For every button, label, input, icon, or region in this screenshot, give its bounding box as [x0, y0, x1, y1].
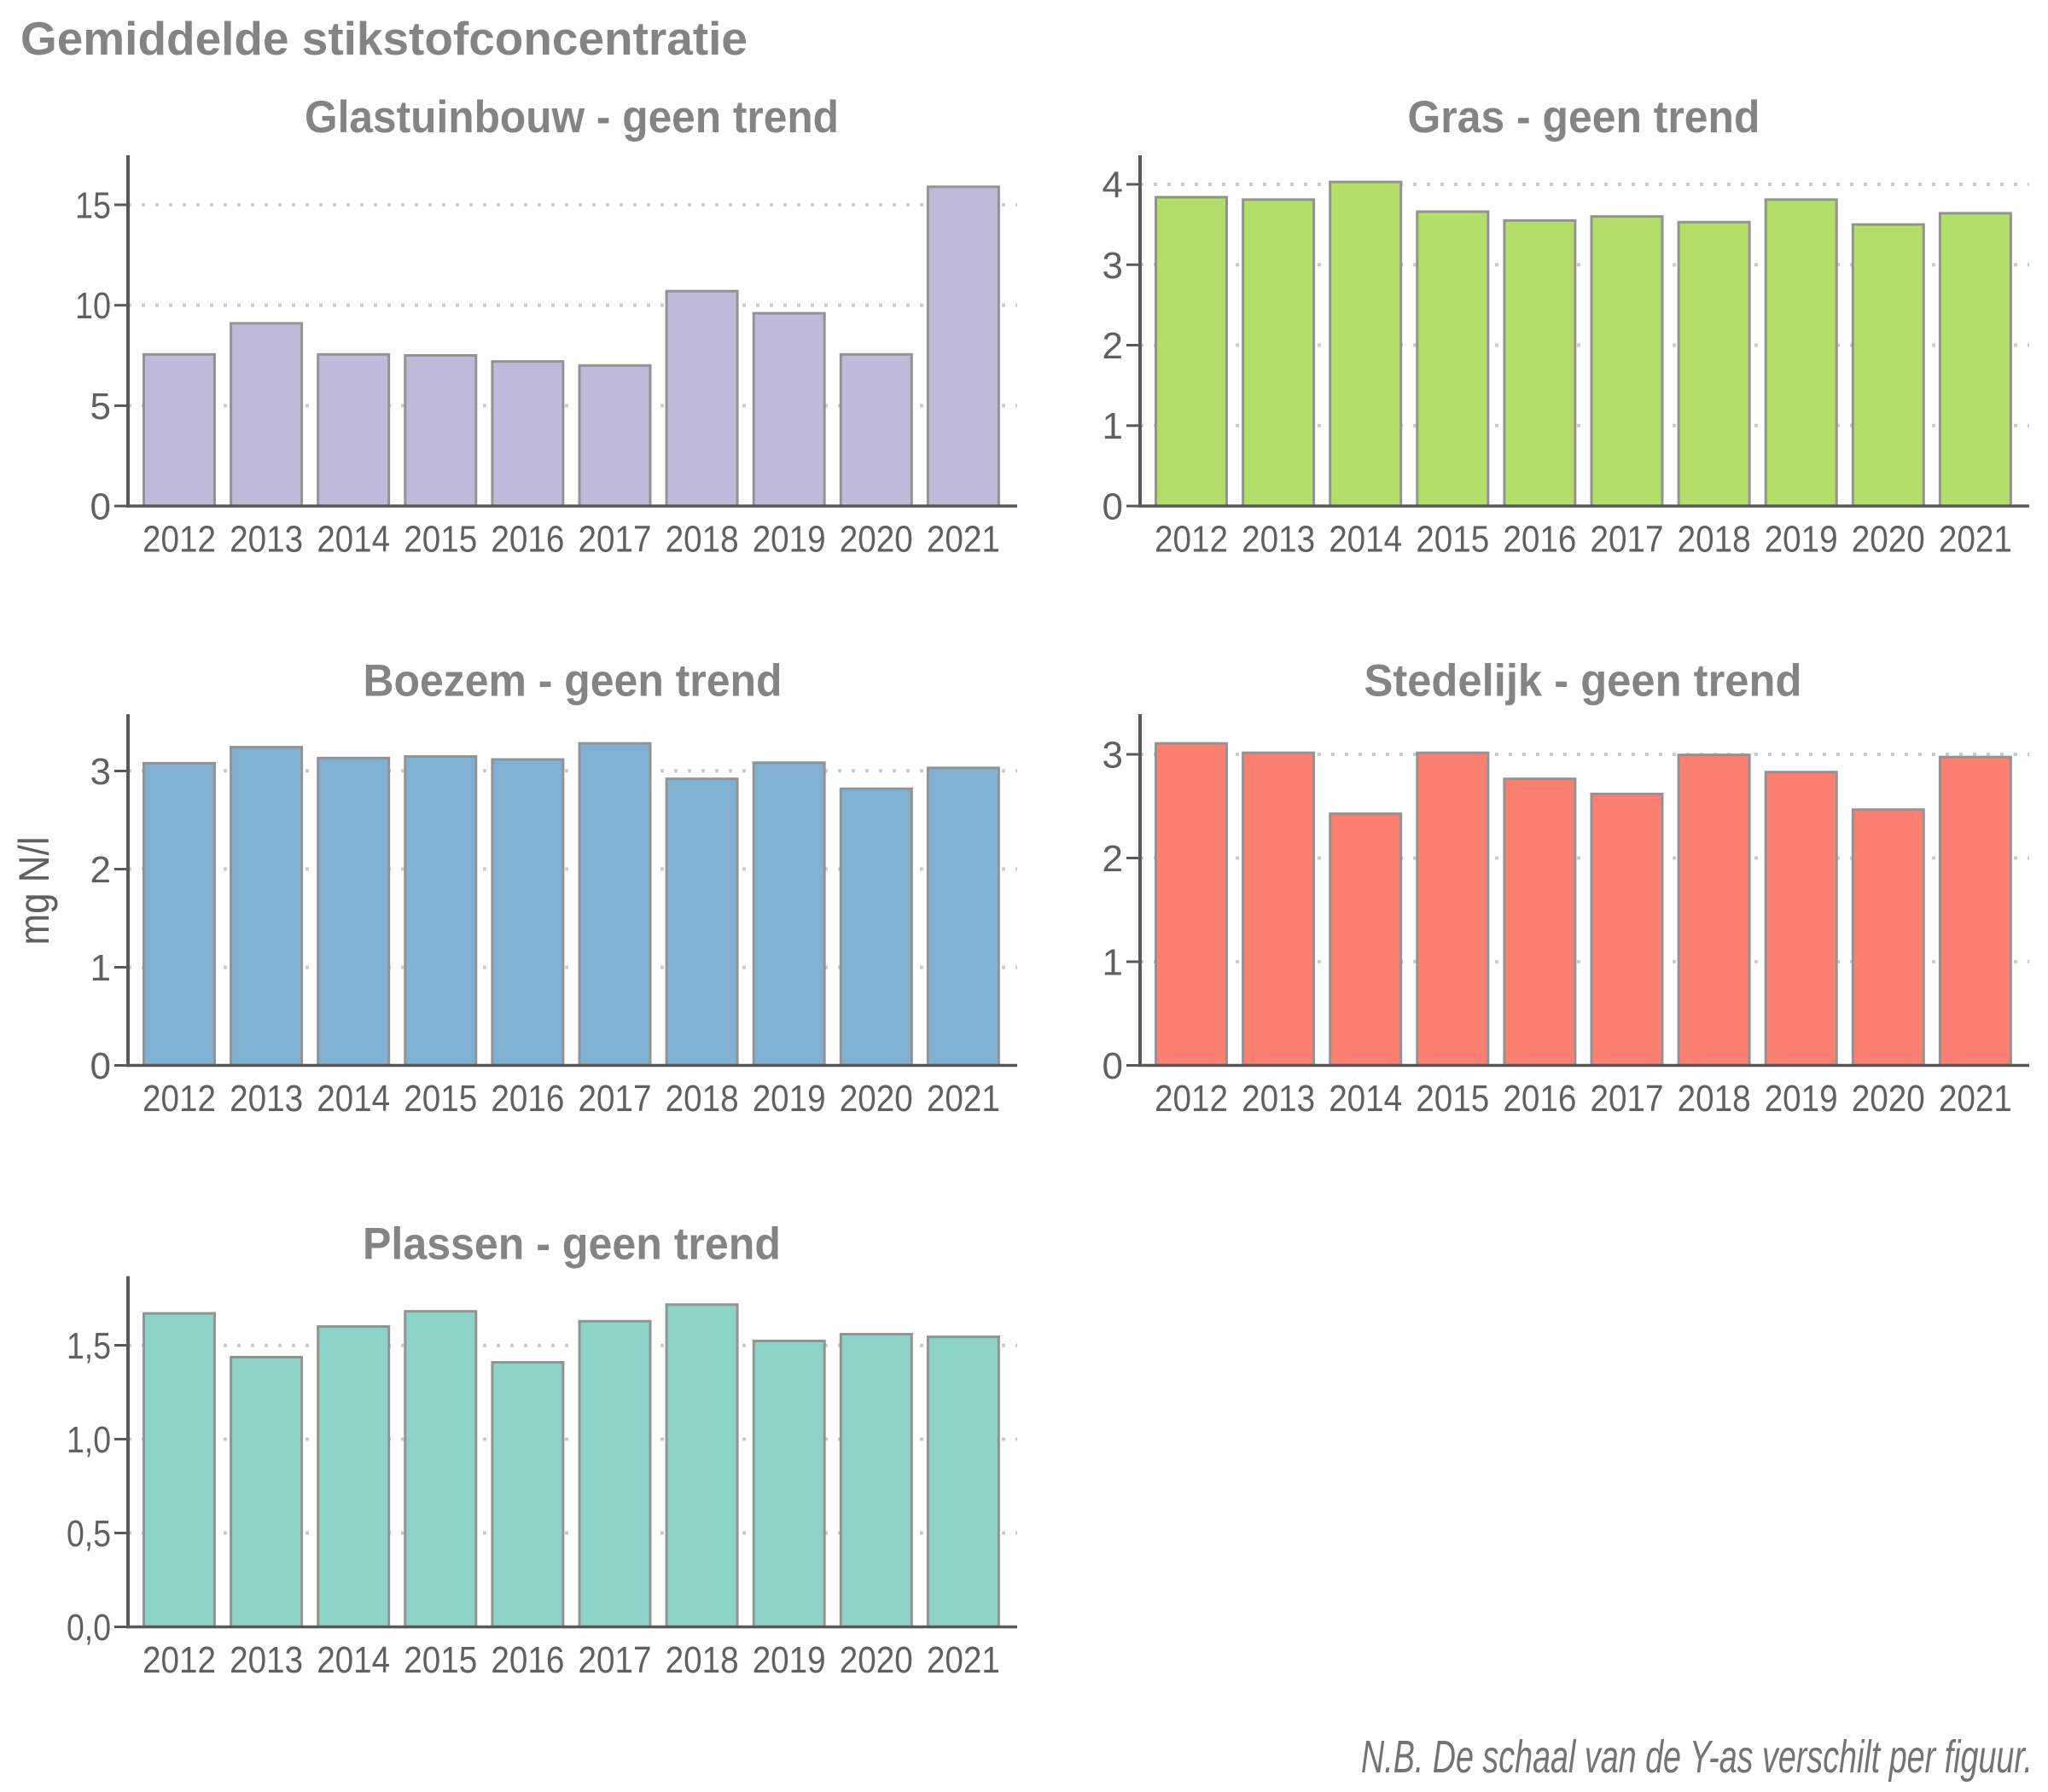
svg-text:2018: 2018 — [666, 519, 739, 561]
svg-text:2013: 2013 — [1242, 519, 1315, 561]
svg-text:2019: 2019 — [753, 1078, 826, 1120]
svg-text:2014: 2014 — [317, 519, 390, 561]
svg-text:0,5: 0,5 — [67, 1513, 111, 1555]
svg-text:3: 3 — [1103, 245, 1123, 287]
svg-text:mg N/l: mg N/l — [10, 837, 58, 945]
svg-text:2018: 2018 — [666, 1078, 739, 1120]
svg-text:2014: 2014 — [1329, 519, 1402, 561]
svg-text:1: 1 — [1103, 405, 1123, 447]
svg-text:5: 5 — [90, 386, 111, 428]
svg-text:4: 4 — [1103, 165, 1123, 207]
svg-text:2019: 2019 — [1765, 1078, 1838, 1120]
svg-text:2020: 2020 — [840, 1078, 913, 1120]
svg-text:2012: 2012 — [1155, 519, 1228, 561]
svg-text:2016: 2016 — [1503, 519, 1576, 561]
svg-text:2017: 2017 — [579, 1639, 652, 1681]
svg-text:Glastuinbouw - geen trend: Glastuinbouw - geen trend — [305, 92, 839, 143]
svg-text:2016: 2016 — [491, 1078, 564, 1120]
svg-text:2017: 2017 — [579, 1078, 652, 1120]
svg-text:2020: 2020 — [1852, 1078, 1925, 1120]
svg-text:0: 0 — [90, 486, 111, 528]
svg-text:2014: 2014 — [317, 1078, 390, 1120]
svg-text:2021: 2021 — [927, 519, 1000, 561]
svg-text:2: 2 — [1103, 838, 1123, 880]
svg-text:3: 3 — [1103, 735, 1123, 777]
svg-text:2013: 2013 — [230, 1639, 303, 1681]
svg-text:Gemiddelde stikstofconcentrati: Gemiddelde stikstofconcentratie — [20, 12, 748, 65]
svg-text:2019: 2019 — [753, 1639, 826, 1681]
svg-text:10: 10 — [75, 285, 111, 327]
svg-text:2016: 2016 — [1503, 1078, 1576, 1120]
svg-text:Boezem - geen trend: Boezem - geen trend — [364, 656, 783, 707]
svg-text:Gras - geen trend: Gras - geen trend — [1408, 92, 1760, 143]
svg-text:1,0: 1,0 — [67, 1419, 111, 1461]
svg-text:2017: 2017 — [1591, 519, 1664, 561]
svg-text:2021: 2021 — [1939, 1078, 2012, 1120]
svg-text:3: 3 — [90, 751, 111, 793]
svg-text:0,0: 0,0 — [67, 1607, 111, 1649]
svg-text:2013: 2013 — [230, 1078, 303, 1120]
svg-text:2014: 2014 — [317, 1639, 390, 1681]
svg-text:15: 15 — [75, 185, 111, 227]
svg-text:2019: 2019 — [753, 519, 826, 561]
svg-text:2014: 2014 — [1329, 1078, 1402, 1120]
svg-text:2013: 2013 — [1242, 1078, 1315, 1120]
svg-text:0: 0 — [90, 1045, 111, 1087]
svg-text:2012: 2012 — [143, 1639, 216, 1681]
svg-text:0: 0 — [1103, 1045, 1123, 1087]
svg-text:2017: 2017 — [1591, 1078, 1664, 1120]
svg-text:2021: 2021 — [927, 1078, 1000, 1120]
svg-text:2015: 2015 — [1416, 1078, 1489, 1120]
svg-text:Stedelijk - geen trend: Stedelijk - geen trend — [1364, 656, 1802, 707]
svg-text:2015: 2015 — [404, 1639, 477, 1681]
svg-text:N.B. De schaal van de Y-as ver: N.B. De schaal van de Y-as verschilt per… — [1361, 1731, 2033, 1783]
svg-text:2012: 2012 — [1155, 1078, 1228, 1120]
svg-text:2012: 2012 — [143, 1078, 216, 1120]
svg-text:2012: 2012 — [143, 519, 216, 561]
svg-text:2021: 2021 — [927, 1639, 1000, 1681]
svg-text:2021: 2021 — [1939, 519, 2012, 561]
svg-text:1: 1 — [90, 947, 111, 989]
svg-text:2017: 2017 — [579, 519, 652, 561]
svg-text:2018: 2018 — [1678, 1078, 1751, 1120]
svg-text:2018: 2018 — [666, 1639, 739, 1681]
svg-text:1: 1 — [1103, 942, 1123, 984]
svg-text:2016: 2016 — [491, 1639, 564, 1681]
svg-text:2020: 2020 — [840, 1639, 913, 1681]
svg-text:0: 0 — [1103, 486, 1123, 528]
svg-text:Plassen - geen trend: Plassen - geen trend — [363, 1219, 781, 1270]
svg-text:2019: 2019 — [1765, 519, 1838, 561]
svg-text:2: 2 — [1103, 325, 1123, 367]
svg-text:2020: 2020 — [1852, 519, 1925, 561]
svg-text:2016: 2016 — [491, 519, 564, 561]
svg-text:2020: 2020 — [840, 519, 913, 561]
svg-text:2013: 2013 — [230, 519, 303, 561]
svg-text:2015: 2015 — [1416, 519, 1489, 561]
svg-text:2: 2 — [90, 849, 111, 891]
svg-text:2015: 2015 — [404, 1078, 477, 1120]
svg-text:2018: 2018 — [1678, 519, 1751, 561]
svg-text:1,5: 1,5 — [67, 1325, 111, 1367]
svg-text:2015: 2015 — [404, 519, 477, 561]
